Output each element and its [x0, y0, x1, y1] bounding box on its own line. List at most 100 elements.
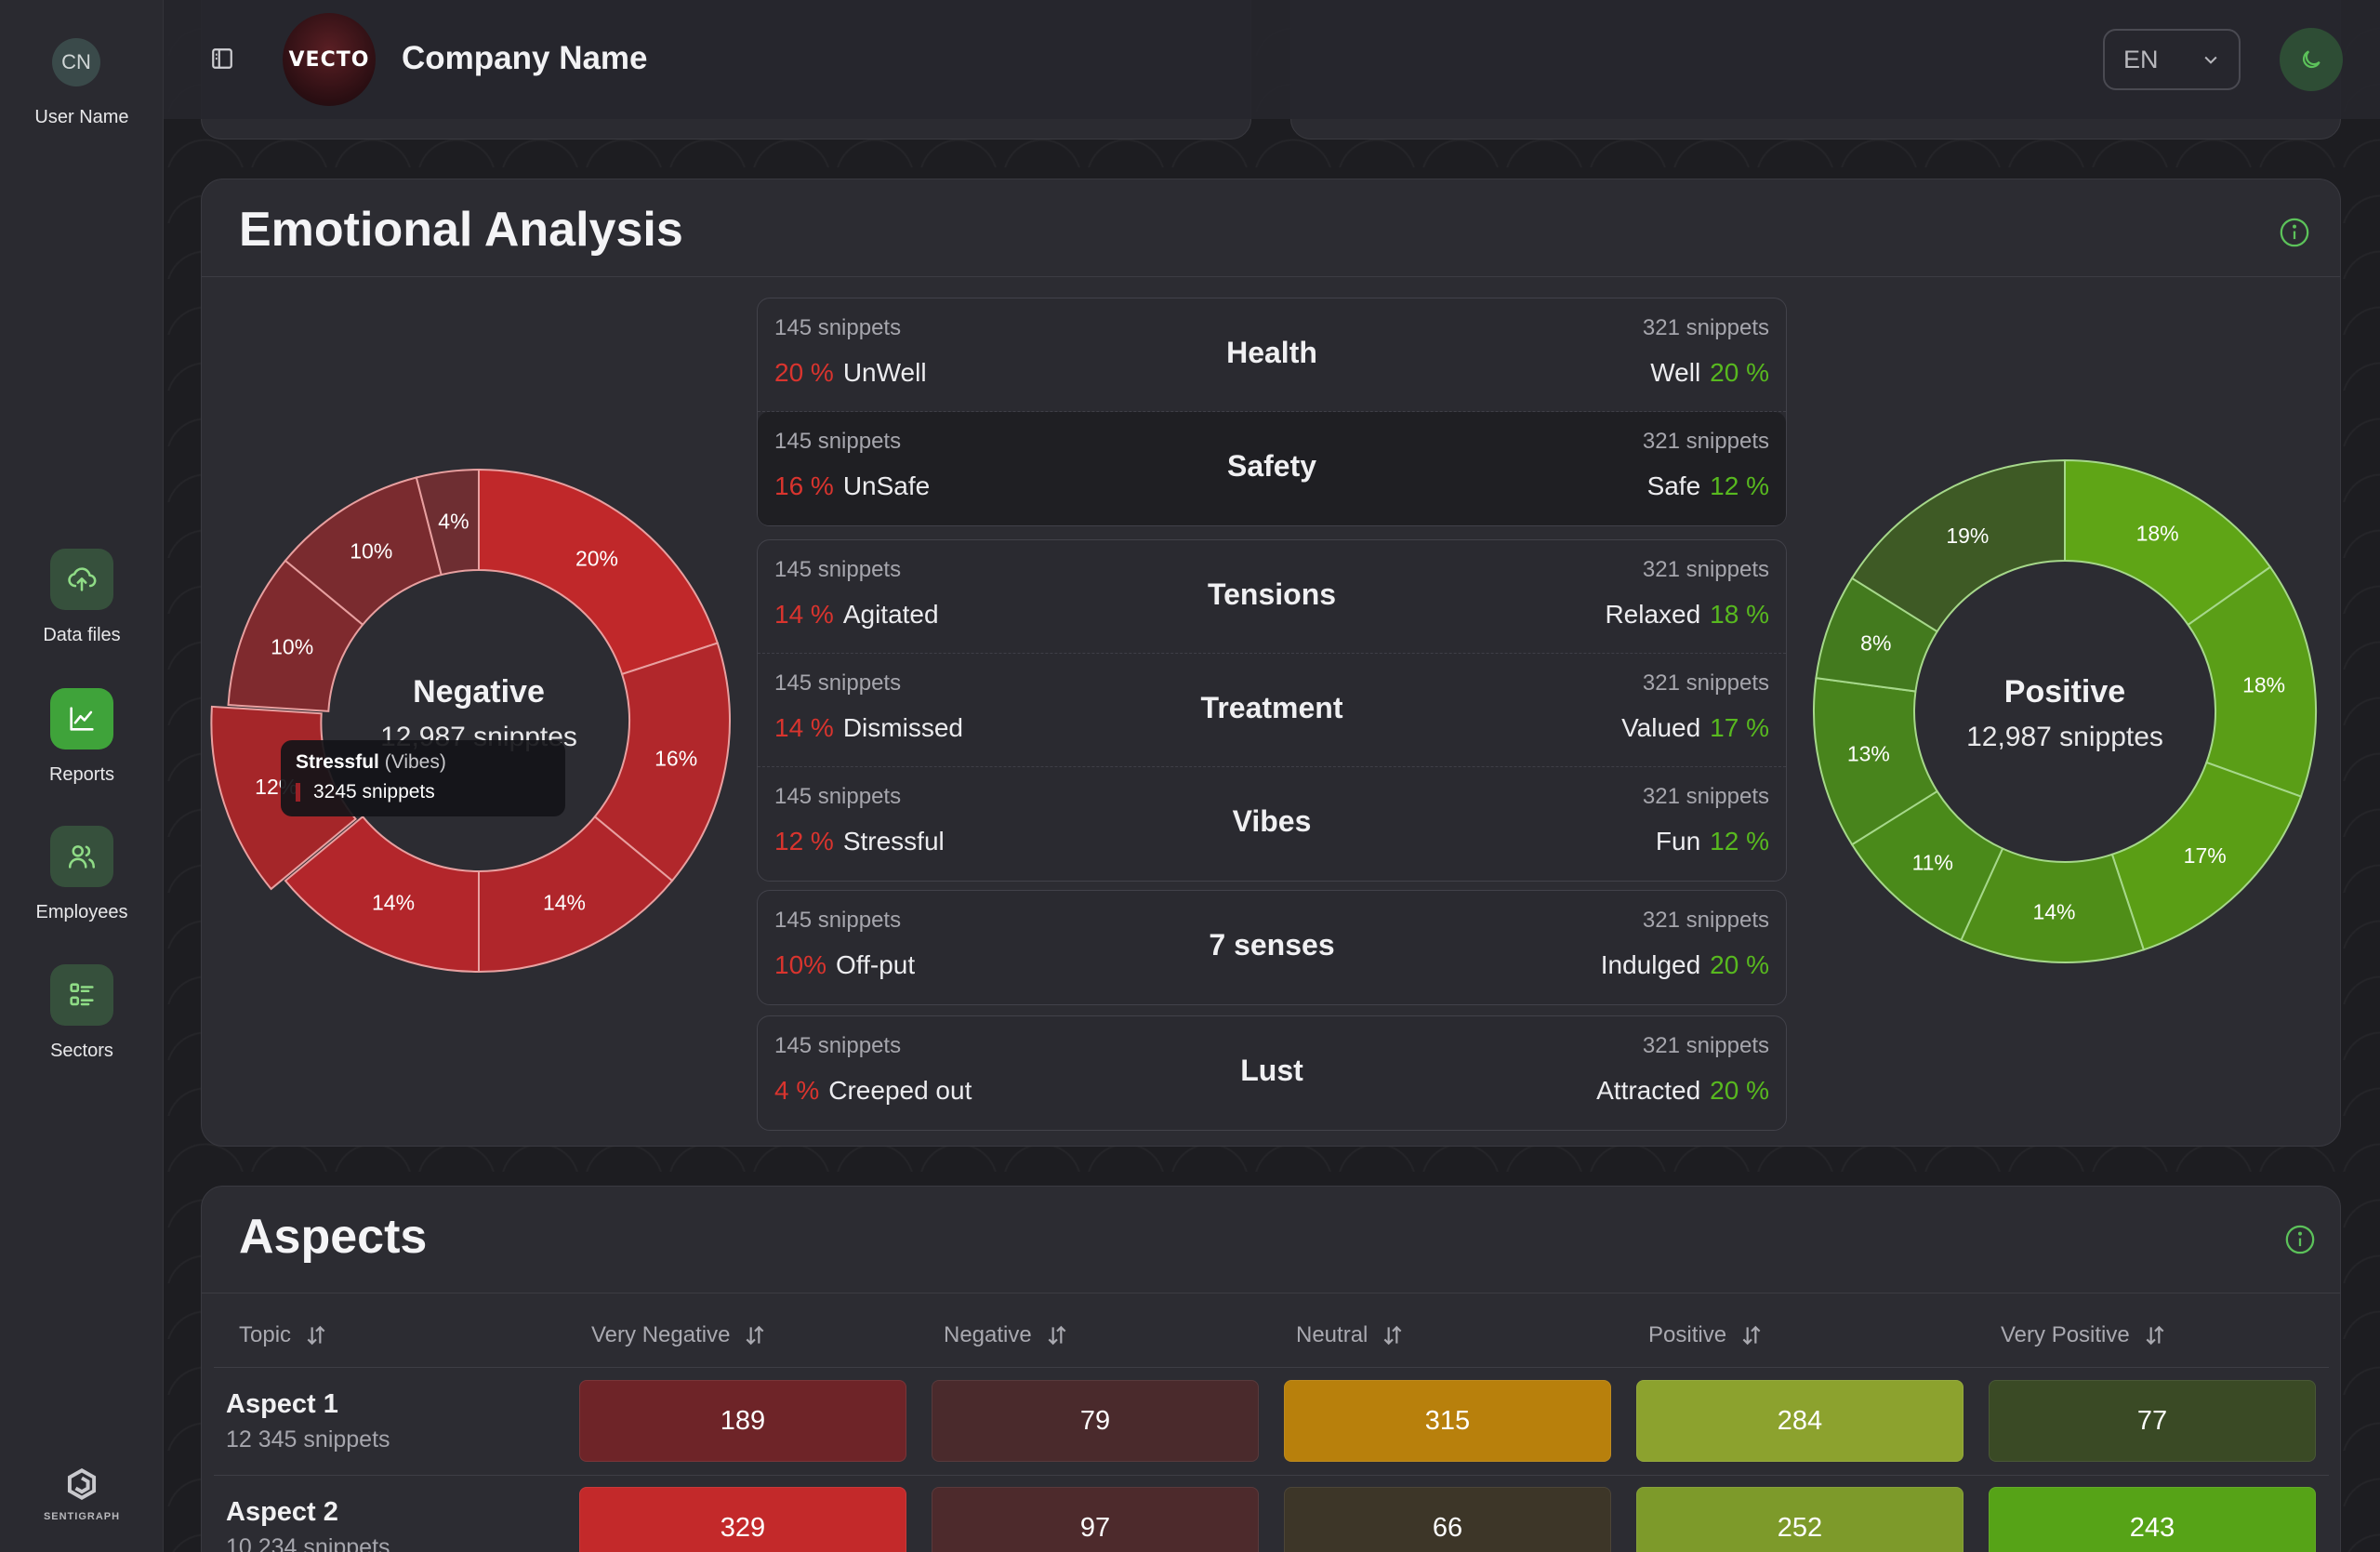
metric-left-label: UnWell: [842, 358, 927, 387]
metric-name: Vibes: [1232, 804, 1312, 838]
metric-right-snippets: 321 snippets: [1642, 1033, 1769, 1058]
column-header-label: Positive: [1648, 1322, 1727, 1347]
tooltip-swatch: [296, 783, 300, 802]
moon-icon: [2302, 50, 2320, 69]
column-header-neutral[interactable]: Neutral: [1296, 1322, 1405, 1348]
metric-row-lust[interactable]: 145 snippets 321 snippets 4 % Creeped out…: [758, 1016, 1786, 1130]
metric-left-percent: 4 %: [774, 1076, 820, 1105]
sidebar-item-label: Employees: [35, 902, 128, 922]
negative-slice-label: 10%: [350, 539, 392, 564]
aspect-cell-neutral[interactable]: 66: [1284, 1487, 1611, 1552]
sidebar: CN User Name Data files Reports Employee…: [0, 0, 164, 1552]
column-header-topic[interactable]: Topic: [239, 1322, 328, 1348]
metric-name: Health: [1226, 336, 1317, 369]
aspects-panel: Aspects: [201, 1186, 2341, 1552]
panel-title: Aspects: [239, 1210, 428, 1264]
negative-slice-label: 16%: [654, 746, 697, 770]
positive-donut-subtitle: 12,987 snipptes: [1966, 722, 2163, 752]
negative-slice[interactable]: [284, 815, 480, 974]
metric-row-treatment[interactable]: 145 snippets 321 snippets 14 % Dismissed …: [758, 654, 1786, 767]
metric-right-snippets: 321 snippets: [1642, 670, 1769, 696]
aspect-name: Aspect 1: [226, 1389, 338, 1419]
metric-group-social: 145 snippets 321 snippets 14 % Agitated T…: [757, 539, 1787, 882]
aspect-cell-very-negative[interactable]: 329: [579, 1487, 906, 1552]
positive-slice-label: 19%: [1946, 524, 1989, 548]
column-header-very-negative[interactable]: Very Negative: [591, 1322, 767, 1348]
aspect-cell-very-negative[interactable]: 189: [579, 1380, 906, 1462]
avatar[interactable]: CN: [52, 38, 100, 86]
metric-left-label: Stressful: [842, 827, 945, 856]
sort-icon: [2146, 1325, 2164, 1346]
metric-right-percent: 17 %: [1710, 713, 1769, 742]
metric-right-percent: 20 %: [1710, 950, 1769, 979]
metric-row-safety[interactable]: 145 snippets 321 snippets 16 % UnSafe Saf…: [758, 412, 1786, 525]
negative-slice[interactable]: [415, 468, 480, 577]
metric-name: Treatment: [1200, 691, 1343, 724]
user-name[interactable]: User Name: [34, 107, 129, 127]
column-header-label: Very Positive: [2001, 1322, 2130, 1347]
metric-left-label: Off-put: [836, 950, 916, 979]
column-header-label: Topic: [239, 1322, 292, 1347]
metric-right-snippets: 321 snippets: [1642, 557, 1769, 582]
positive-donut-chart: 18% 18% 17% 14% 11% 13% 8% 19% Positive 12,987 …: [1813, 458, 2317, 963]
language-value: EN: [2123, 45, 2159, 73]
sidebar-item-employees[interactable]: Employees: [0, 826, 164, 923]
metric-right-label: Fun: [1655, 827, 1701, 856]
sidebar-item-data-files[interactable]: Data files: [0, 549, 164, 646]
metric-right-snippets: 321 snippets: [1642, 784, 1769, 809]
metric-row-health[interactable]: 145 snippets 321 snippets 20 % UnWell Hea…: [758, 298, 1786, 412]
sidebar-item-reports[interactable]: Reports: [0, 688, 164, 786]
aspect-cell-negative[interactable]: 79: [932, 1380, 1259, 1462]
metric-right-label: Indulged: [1600, 950, 1701, 979]
metric-name: Tensions: [1207, 577, 1337, 611]
company-name: Company Name: [402, 40, 648, 76]
language-select[interactable]: EN: [2103, 29, 2241, 90]
sidebar-item-label: Sectors: [50, 1041, 113, 1061]
column-header-negative[interactable]: Negative: [944, 1322, 1069, 1348]
chart-line-icon: [50, 688, 113, 749]
list-icon: [50, 964, 113, 1026]
aspect-cell-very-positive[interactable]: 77: [1989, 1380, 2316, 1462]
positive-slice-label: 17%: [2184, 843, 2227, 868]
sidebar-item-sectors[interactable]: Sectors: [0, 964, 164, 1062]
theme-toggle-button[interactable]: [2280, 28, 2343, 91]
brand-name: SENTIGRAPH: [43, 1511, 121, 1522]
top-bar: [164, 0, 2380, 119]
sentigraph-logo-icon: [67, 1468, 97, 1500]
aspect-snippets: 10 234 snippets: [226, 1534, 390, 1552]
metric-left-label: UnSafe: [842, 471, 931, 500]
metric-right-label: Relaxed: [1605, 600, 1701, 629]
info-icon[interactable]: [2279, 217, 2310, 248]
metric-row-7-senses[interactable]: 145 snippets 321 snippets 10% Off-put 7 s…: [758, 891, 1786, 1004]
positive-slice[interactable]: [1850, 458, 2066, 633]
metric-group-lust: 145 snippets 321 snippets 4 % Creeped out…: [757, 1015, 1787, 1131]
metric-row-tensions[interactable]: 145 snippets 321 snippets 14 % Agitated T…: [758, 540, 1786, 654]
sort-icon: [1048, 1325, 1066, 1346]
metric-left-snippets: 145 snippets: [774, 784, 902, 809]
panel-title: Emotional Analysis: [239, 203, 683, 257]
metric-right-snippets: 321 snippets: [1642, 315, 1769, 340]
aspect-cell-neutral[interactable]: 315: [1284, 1380, 1611, 1462]
metric-right-percent: 18 %: [1710, 600, 1769, 629]
metric-group-senses: 145 snippets 321 snippets 10% Off-put 7 s…: [757, 890, 1787, 1005]
column-header-very-positive[interactable]: Very Positive: [2001, 1322, 2167, 1348]
sidebar-toggle-icon[interactable]: [210, 46, 234, 71]
negative-slice[interactable]: [478, 468, 720, 676]
metric-row-vibes[interactable]: 145 snippets 321 snippets 12 % Stressful …: [758, 767, 1786, 881]
metric-left-percent: 16 %: [774, 471, 834, 500]
positive-donut-title: Positive: [2004, 674, 2125, 710]
sidebar-item-label: Reports: [48, 764, 115, 785]
sidebar-item-label: Data files: [43, 625, 121, 645]
column-header-positive[interactable]: Positive: [1648, 1322, 1764, 1348]
aspect-cell-positive[interactable]: 252: [1636, 1487, 1964, 1552]
metric-left-label: Dismissed: [842, 713, 963, 742]
aspect-cell-positive[interactable]: 284: [1636, 1380, 1964, 1462]
aspect-name: Aspect 2: [226, 1497, 338, 1527]
metric-left-snippets: 145 snippets: [774, 670, 902, 696]
info-icon[interactable]: [2284, 1224, 2316, 1255]
aspect-cell-very-positive[interactable]: 243: [1989, 1487, 2316, 1552]
metric-right-snippets: 321 snippets: [1642, 429, 1769, 454]
aspect-cell-negative[interactable]: 97: [932, 1487, 1259, 1552]
metric-right-label: Attracted: [1596, 1076, 1701, 1105]
negative-slice-label: 4%: [438, 510, 469, 534]
